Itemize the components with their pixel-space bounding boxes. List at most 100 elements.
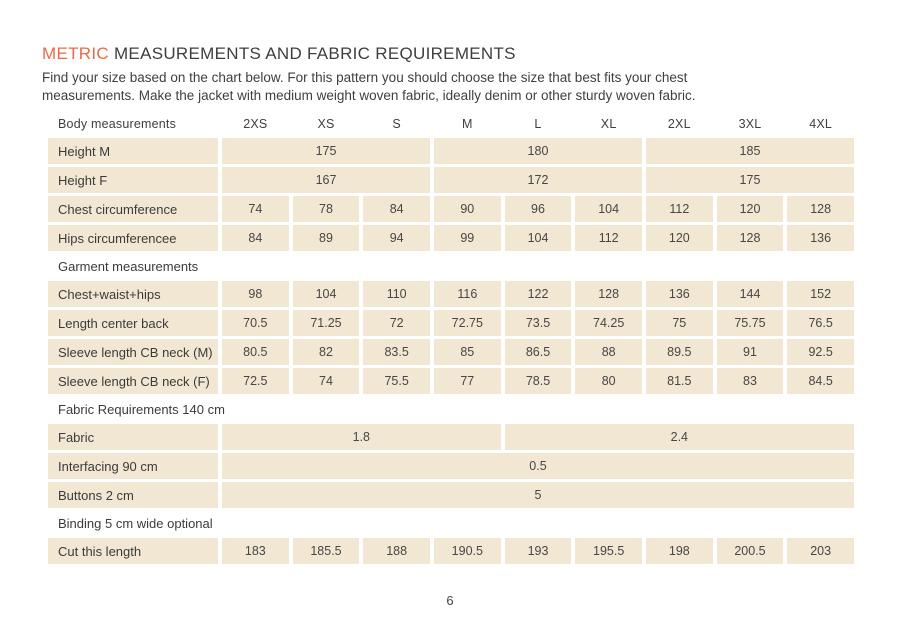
table-cell: 198 (645, 538, 713, 564)
table-cell: 175 (222, 138, 430, 164)
row-label: Sleeve length CB neck (F) (48, 368, 218, 394)
table-cell: 2.4 (504, 424, 854, 450)
table-cell: 120 (716, 196, 784, 222)
table-cell: 203 (787, 538, 854, 564)
table-cell: 0.5 (222, 453, 854, 479)
table-cell: 172 (433, 167, 642, 193)
table-cell: 82 (292, 339, 360, 365)
intro-line-2: measurements. Make the jacket with mediu… (42, 88, 696, 103)
table-cell: 74 (222, 196, 289, 222)
table-cell: 86.5 (504, 339, 572, 365)
table-cell: 200.5 (716, 538, 784, 564)
table-cell: 193 (504, 538, 572, 564)
table-cell: 185 (645, 138, 854, 164)
table-cell: 1.8 (222, 424, 501, 450)
size-column-header: S (392, 117, 401, 131)
size-column-header: 2XS (243, 117, 268, 131)
row-label: Height F (48, 167, 218, 193)
table-cell: 92.5 (787, 339, 854, 365)
table-cell: 75.5 (363, 368, 430, 394)
table-cell: 84 (363, 196, 430, 222)
row-label: Fabric (48, 424, 218, 450)
page-title-accent: METRIC (42, 44, 109, 63)
row-label: Interfacing 90 cm (48, 453, 218, 479)
table-cell: 112 (645, 196, 713, 222)
size-column-header: XL (600, 117, 617, 131)
table-cell: 110 (363, 281, 430, 307)
table-cell: 99 (433, 225, 501, 251)
size-column-header: 2XL (667, 117, 691, 131)
table-cell: 78 (292, 196, 360, 222)
row-label: Chest circumference (48, 196, 218, 222)
table-cell: 190.5 (433, 538, 501, 564)
table-cell: 128 (716, 225, 784, 251)
row-label: Height M (48, 138, 218, 164)
table-cell: 152 (787, 281, 854, 307)
table-cell: 75.75 (716, 310, 784, 336)
table-cell: 74.25 (575, 310, 642, 336)
table-cell: 136 (787, 225, 854, 251)
table-cell: 80 (575, 368, 642, 394)
intro-text: Find your size based on the chart below.… (42, 69, 900, 105)
row-label: Buttons 2 cm (48, 482, 218, 508)
table-cell: 104 (504, 225, 572, 251)
row-label: Chest+waist+hips (48, 281, 218, 307)
table-cell: 89.5 (645, 339, 713, 365)
table-cell: 75 (645, 310, 713, 336)
row-label: Hips circumferencee (48, 225, 218, 251)
table-cell: 77 (433, 368, 501, 394)
size-table: Body measurements 2XS XS S M L XL 2XL 3XL 4XL Heig… (48, 113, 854, 564)
table-cell: 76.5 (787, 310, 854, 336)
table-cell: 175 (645, 167, 854, 193)
page-number: 6 (446, 593, 454, 608)
table-cell: 80.5 (222, 339, 289, 365)
table-cell: 81.5 (645, 368, 713, 394)
table-cell: 94 (363, 225, 430, 251)
table-cell: 83.5 (363, 339, 430, 365)
table-cell: 78.5 (504, 368, 572, 394)
table-cell: 183 (222, 538, 289, 564)
size-column-header: XS (317, 117, 335, 131)
table-cell: 74 (292, 368, 360, 394)
page-title: METRIC MEASUREMENTS AND FABRIC REQUIREMEN… (42, 44, 900, 64)
table-cell: 136 (645, 281, 713, 307)
section-header: Fabric Requirements 140 cm (58, 401, 225, 417)
table-cell: 112 (575, 225, 642, 251)
table-cell: 96 (504, 196, 572, 222)
table-cell: 72.75 (433, 310, 501, 336)
table-cell: 84.5 (787, 368, 854, 394)
table-cell: 70.5 (222, 310, 289, 336)
table-cell: 188 (363, 538, 430, 564)
table-cell: 98 (222, 281, 289, 307)
table-cell: 120 (645, 225, 713, 251)
row-label: Cut this length (48, 538, 218, 564)
table-cell: 91 (716, 339, 784, 365)
table-cell: 104 (575, 196, 642, 222)
table-cell: 180 (433, 138, 642, 164)
table-cell: 72 (363, 310, 430, 336)
table-cell: 144 (716, 281, 784, 307)
table-cell: 83 (716, 368, 784, 394)
table-cell: 84 (222, 225, 289, 251)
size-column-header: L (534, 117, 542, 131)
table-cell: 128 (787, 196, 854, 222)
table-cell: 72.5 (222, 368, 289, 394)
table-cell: 71.25 (292, 310, 360, 336)
size-column-header: 4XL (809, 117, 833, 131)
section-header: Garment measurements (58, 258, 199, 274)
size-column-header: M (462, 117, 473, 131)
page-title-rest: MEASUREMENTS AND FABRIC REQUIREMENTS (113, 44, 516, 63)
row-label: Length center back (48, 310, 218, 336)
table-cell: 90 (433, 196, 501, 222)
page-content: METRIC MEASUREMENTS AND FABRIC REQUIREMEN… (42, 44, 900, 564)
table-cell: 5 (222, 482, 854, 508)
table-cell: 195.5 (575, 538, 642, 564)
table-cell: 122 (504, 281, 572, 307)
table-cell: 88 (575, 339, 642, 365)
table-cell: 104 (292, 281, 360, 307)
section-header: Binding 5 cm wide optional (58, 515, 213, 531)
table-cell: 85 (433, 339, 501, 365)
size-column-header: 3XL (738, 117, 762, 131)
table-cell: 73.5 (504, 310, 572, 336)
